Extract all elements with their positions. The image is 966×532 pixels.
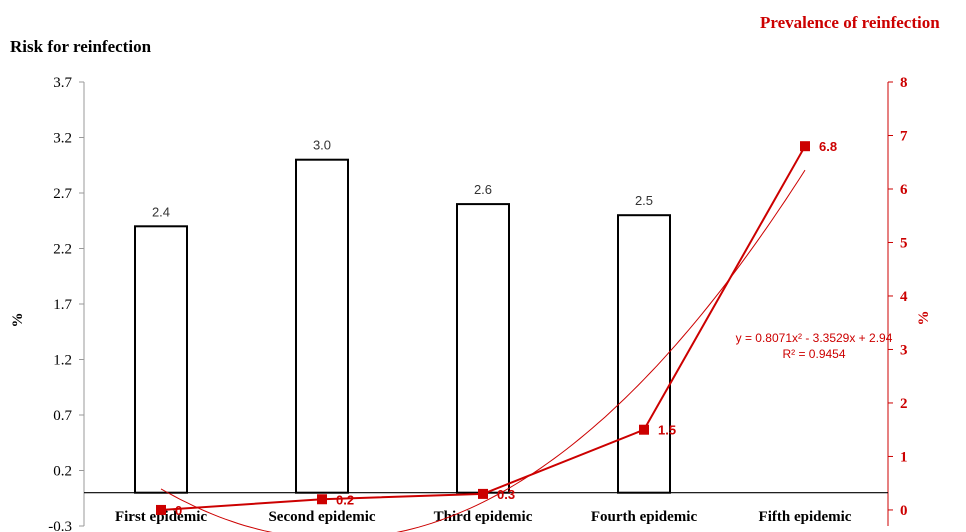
prevalence-point (156, 504, 166, 515)
left-tick-label: 1.2 (53, 353, 72, 369)
left-axis-label: % (10, 313, 26, 328)
right-tick-label: 8 (900, 75, 908, 91)
bar (456, 203, 510, 494)
bar-value-label: 3.0 (313, 138, 331, 153)
prevalence-points: 0 0.2 0.3 1.5 6.8 (156, 139, 837, 518)
left-tick-label: 3.7 (53, 75, 72, 91)
prevalence-point-label: 6.8 (819, 139, 837, 154)
bar (134, 225, 188, 494)
bar-series: 2.4 3.0 2.6 2.5 (134, 138, 671, 494)
right-tick-label: 7 (900, 128, 908, 144)
prevalence-point (800, 141, 810, 152)
prevalence-point-label: 0.3 (497, 487, 515, 502)
prevalence-point (478, 488, 488, 499)
category-label: Fourth epidemic (591, 509, 698, 525)
left-tick-label: 2.2 (53, 242, 72, 258)
right-tick-label: 1 (900, 449, 908, 465)
bar-value-label: 2.6 (474, 182, 492, 197)
left-tick-label: 3.2 (53, 131, 72, 147)
left-tick-label: 0.7 (53, 408, 72, 424)
trendline-equation: y = 0.8071x² - 3.3529x + 2.94 (736, 331, 893, 345)
category-label: Second epidemic (268, 509, 375, 525)
category-labels: First epidemic Second epidemic Third epide… (115, 509, 852, 525)
bar (295, 158, 349, 494)
bar-value-label: 2.5 (635, 193, 653, 208)
right-axis-label: % (916, 311, 932, 326)
right-tick-label: 3 (900, 342, 908, 358)
category-label: Fifth epidemic (759, 509, 852, 525)
prevalence-point-label: 0 (175, 503, 182, 518)
left-tick-label: -0.3 (48, 519, 72, 532)
trendline-r-squared: R² = 0.9454 (782, 347, 845, 361)
prevalence-point (639, 424, 649, 435)
right-tick-label: 2 (900, 396, 908, 412)
left-tick-label: 2.7 (53, 186, 72, 202)
right-tick-label: 0 (900, 503, 908, 519)
category-label: First epidemic (115, 509, 207, 525)
left-tick-label: 1.7 (53, 297, 72, 313)
left-axis-title: Risk for reinfection (10, 37, 152, 56)
prevalence-point-label: 1.5 (658, 423, 676, 438)
left-axis: 3.7 3.2 2.7 2.2 1.7 1.2 0.7 0.2 -0.3 (48, 75, 85, 532)
left-tick-label: 0.2 (53, 464, 72, 480)
bar-value-label: 2.4 (152, 204, 170, 219)
prevalence-point (317, 494, 327, 505)
prevalence-point-label: 0.2 (336, 492, 354, 507)
bar (617, 214, 671, 494)
right-tick-label: 4 (900, 289, 908, 305)
right-tick-label: 5 (900, 235, 908, 251)
right-axis: 8 7 6 5 4 3 2 1 0 (887, 75, 908, 526)
right-axis-title: Prevalence of reinfection (760, 13, 940, 32)
right-tick-label: 6 (900, 182, 908, 198)
